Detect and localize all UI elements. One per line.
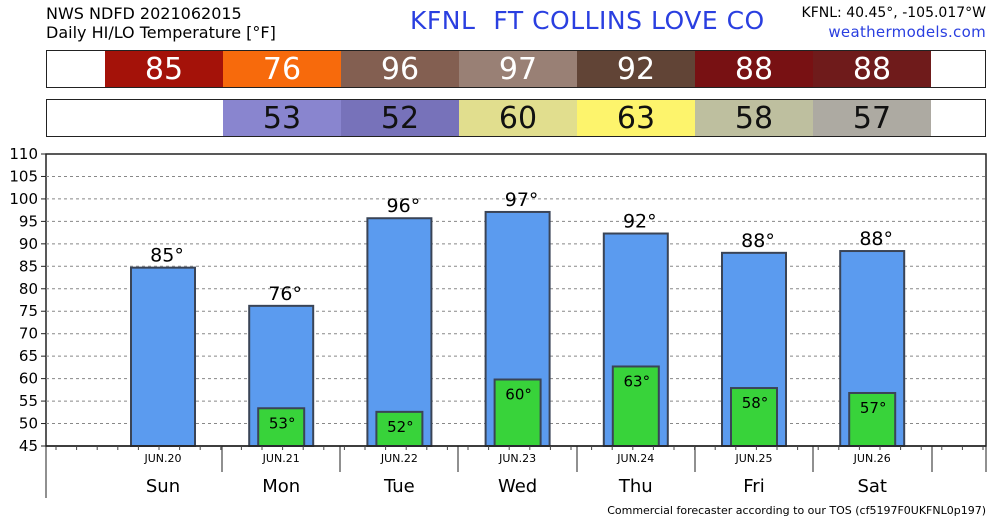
hi-label-mon: 76° — [268, 283, 302, 305]
hi-temp-cell-5: 88 — [695, 51, 813, 87]
day-label-mon: Mon — [262, 476, 300, 497]
site-link[interactable]: weathermodels.com — [828, 23, 986, 41]
hi-temp-cell-1: 76 — [223, 51, 341, 87]
date-label-1: JUN.21 — [262, 452, 300, 465]
station-code: KFNL — [410, 6, 476, 35]
y-tick-label-90: 90 — [19, 235, 38, 253]
footer-note: Commercial forecaster according to our T… — [607, 504, 986, 517]
hi-label-tue: 96° — [387, 195, 421, 217]
station-title: KFNL FT COLLINS LOVE CO — [410, 6, 783, 35]
hi-label-thu: 92° — [623, 211, 657, 233]
hi-bar-tue — [366, 217, 433, 447]
day-label-fri: Fri — [743, 476, 764, 497]
lo-temp-cell-4: 63 — [577, 100, 695, 136]
lo-label-mon: 53° — [269, 414, 296, 432]
lo-label-fri: 58° — [742, 394, 769, 412]
day-label-sun: Sun — [146, 476, 180, 497]
y-tick-label-50: 50 — [19, 415, 38, 433]
y-tick-label-85: 85 — [19, 257, 38, 275]
day-label-thu: Thu — [618, 476, 653, 497]
lo-temp-cell-2: 52 — [341, 100, 459, 136]
y-tick-label-70: 70 — [19, 325, 38, 343]
y-tick-label-65: 65 — [19, 347, 38, 365]
lo-label-sat: 57° — [860, 399, 887, 417]
hi-label-sat: 88° — [859, 228, 893, 250]
y-tick-label-100: 100 — [9, 190, 38, 208]
y-tick-label-80: 80 — [19, 280, 38, 298]
lo-bar-fri — [730, 387, 778, 447]
hi-label-fri: 88° — [741, 230, 775, 252]
model-run-label: NWS NDFD 2021062015 — [46, 4, 242, 23]
date-label-5: JUN.25 — [734, 452, 772, 465]
hi-temp-cell-2: 96 — [341, 51, 459, 87]
lo-label-wed: 60° — [505, 386, 532, 404]
y-tick-label-55: 55 — [19, 392, 38, 410]
lo-temp-cell-6: 57 — [813, 100, 931, 136]
day-label-wed: Wed — [498, 476, 537, 497]
lo-temp-strip: 53 52 60 63 58 57 — [46, 99, 986, 137]
lo-temp-cell-5: 58 — [695, 100, 813, 136]
header-left: NWS NDFD 2021062015 Daily HI/LO Temperat… — [46, 4, 276, 42]
day-label-tue: Tue — [383, 476, 415, 497]
lo-label-tue: 52° — [387, 418, 414, 436]
station-coords: KFNL: 40.45°, -105.017°W — [801, 5, 986, 21]
hi-temp-cell-0: 85 — [105, 51, 223, 87]
day-label-sat: Sat — [857, 476, 887, 497]
y-tick-label-95: 95 — [19, 212, 38, 230]
hi-label-wed: 97° — [505, 189, 539, 211]
hi-bar-sun — [130, 266, 196, 448]
hi-temp-cell-3: 97 — [459, 51, 577, 87]
hi-temp-strip: 85 76 96 97 92 88 88 — [46, 50, 986, 88]
hi-temp-cell-6: 88 — [813, 51, 931, 87]
date-label-0: JUN.20 — [143, 452, 181, 465]
header-right: KFNL: 40.45°, -105.017°W weathermodels.c… — [802, 4, 986, 42]
lo-temp-cell-3: 60 — [459, 100, 577, 136]
y-tick-label-45: 45 — [19, 437, 38, 455]
hi-temp-cell-4: 92 — [577, 51, 695, 87]
date-label-4: JUN.24 — [616, 452, 654, 465]
hi-label-sun: 85° — [150, 245, 184, 267]
y-tick-label-75: 75 — [19, 302, 38, 320]
lo-temp-cell-0 — [105, 100, 223, 136]
lo-label-thu: 63° — [624, 372, 651, 390]
lo-temp-cell-1: 53 — [223, 100, 341, 136]
date-label-2: JUN.22 — [380, 452, 418, 465]
station-location: FT COLLINS LOVE CO — [493, 6, 765, 35]
y-tick-label-110: 110 — [9, 145, 38, 163]
lo-bar-sat — [848, 391, 897, 448]
date-label-3: JUN.23 — [498, 452, 536, 465]
date-label-6: JUN.26 — [853, 452, 891, 465]
product-label: Daily HI/LO Temperature [°F] — [46, 23, 276, 42]
y-tick-label-60: 60 — [19, 370, 38, 388]
y-tick-label-105: 105 — [9, 167, 38, 185]
